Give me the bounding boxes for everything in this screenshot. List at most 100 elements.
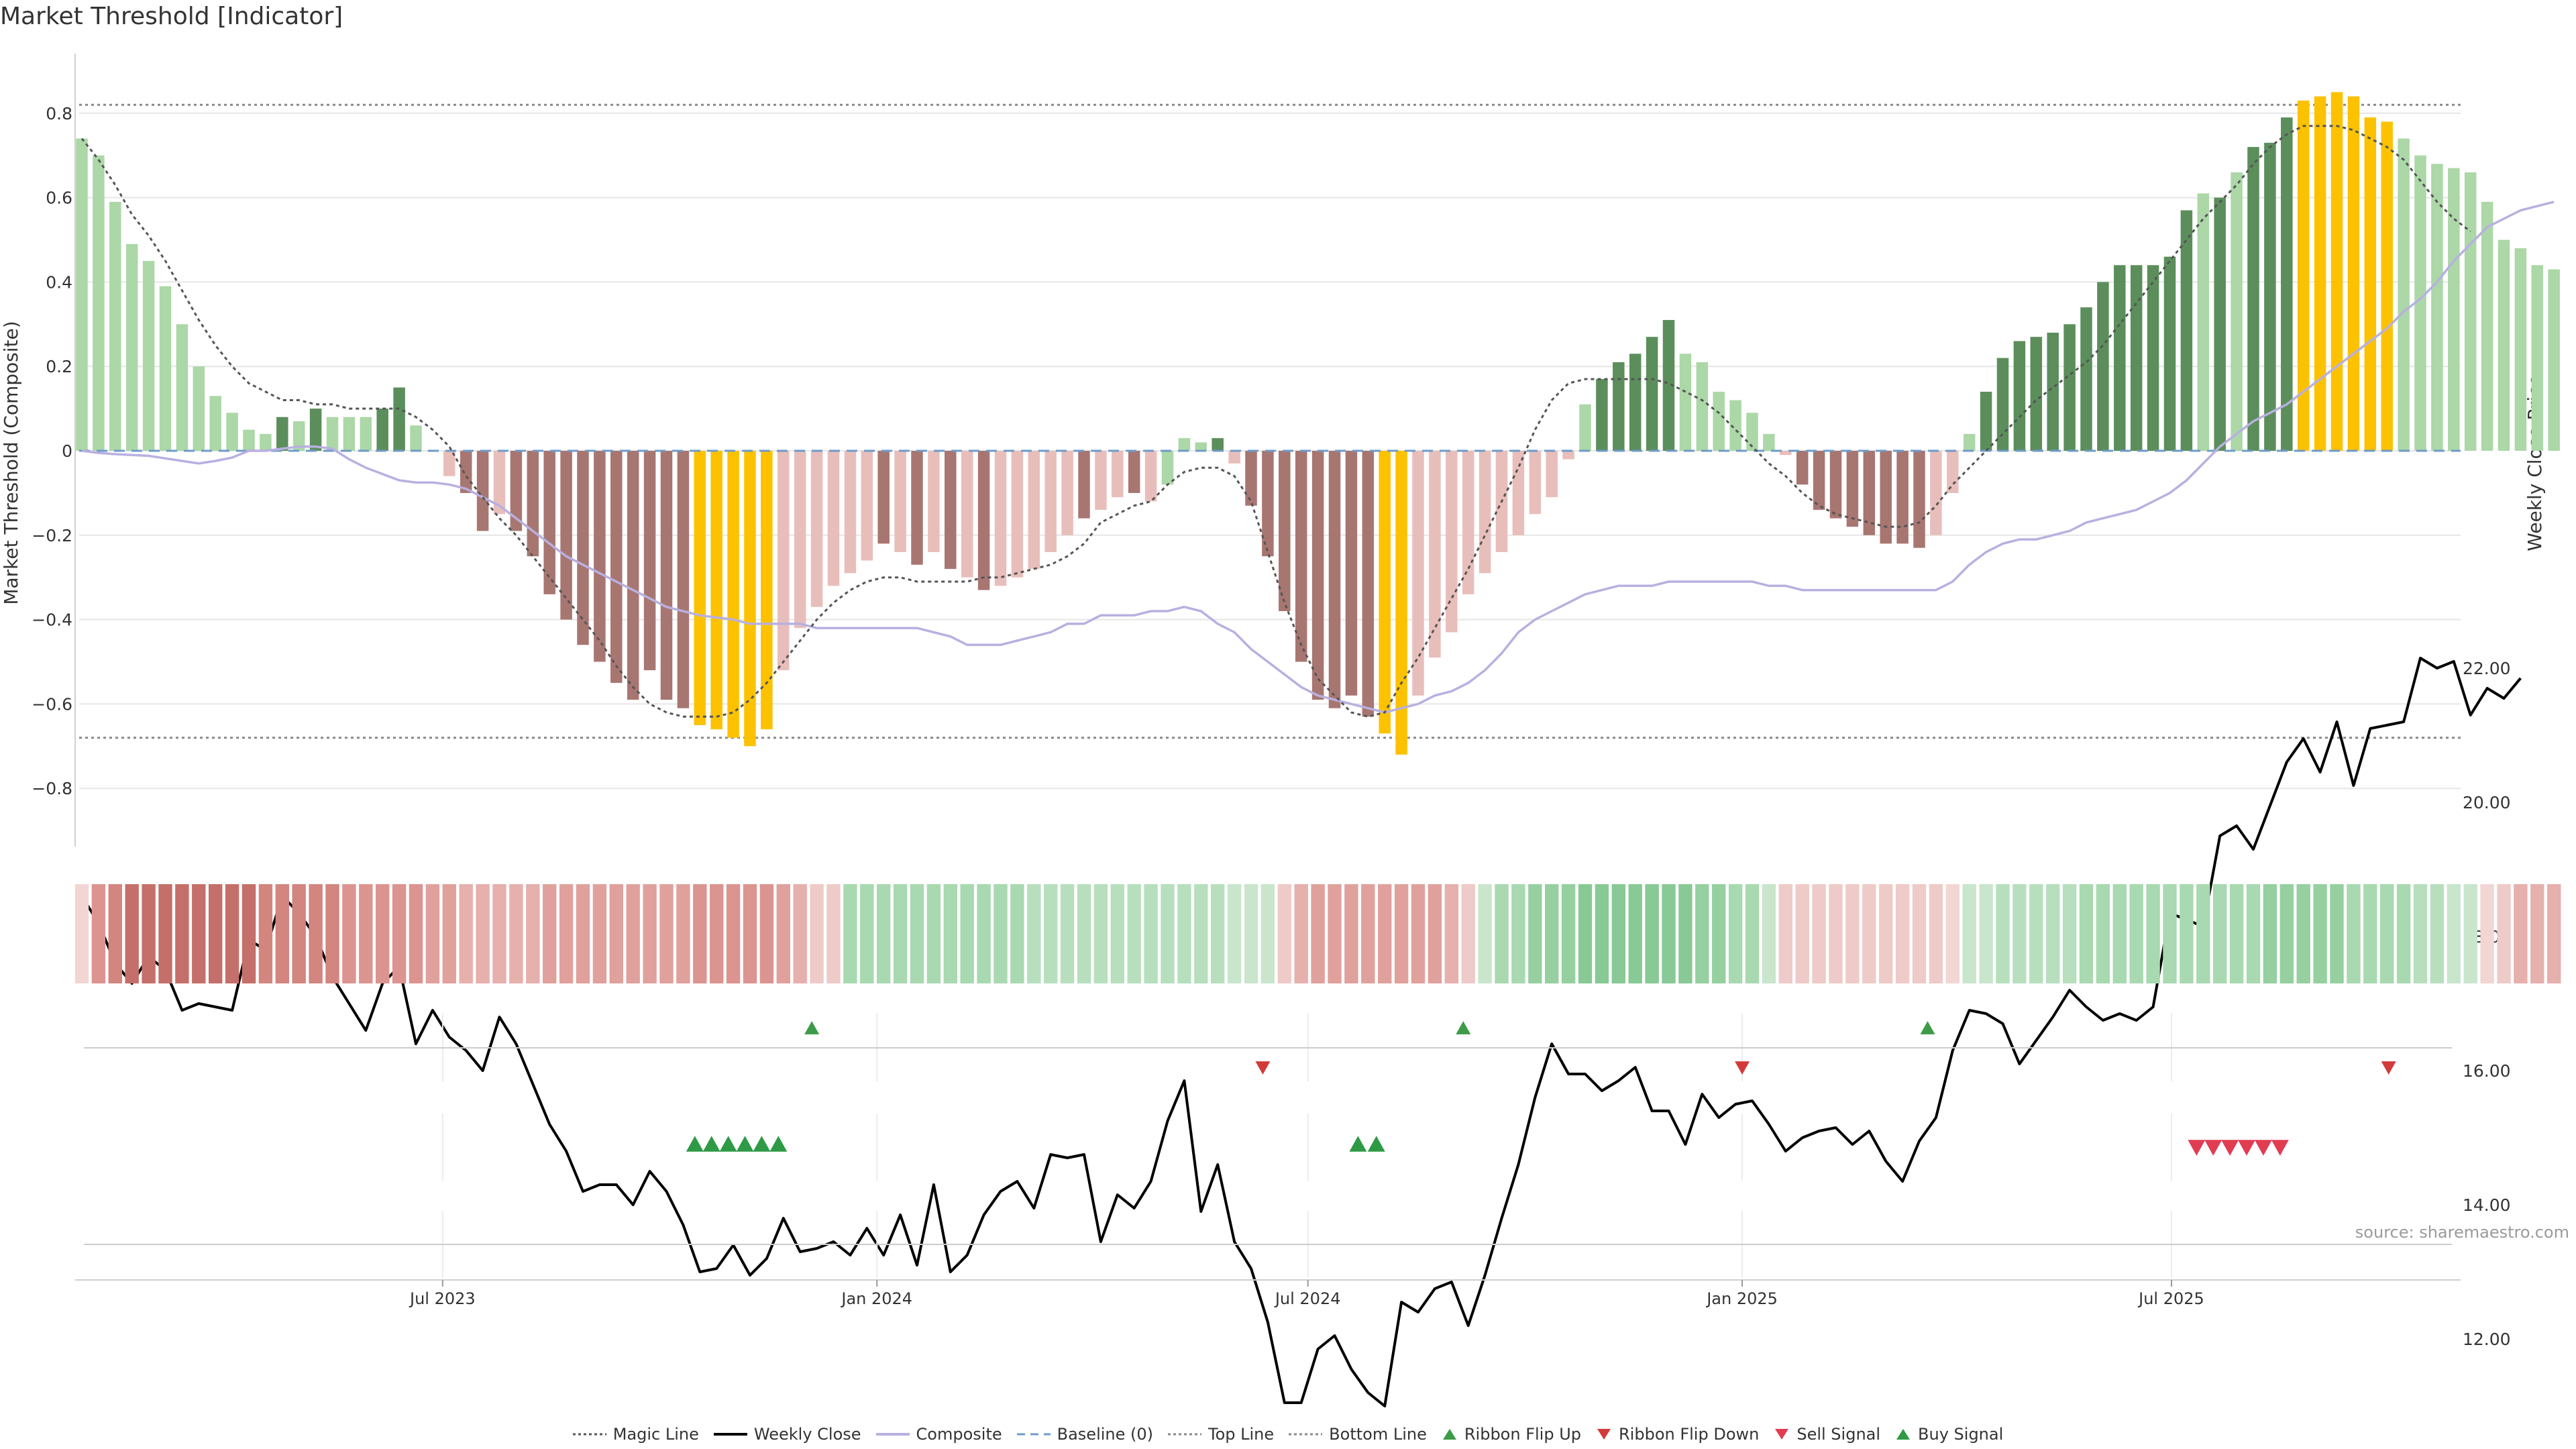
composite-bar — [1896, 451, 1909, 544]
composite-bar — [2097, 282, 2109, 451]
x-tick-label: Jul 2025 — [2137, 1289, 2204, 1308]
composite-bar — [2431, 164, 2443, 451]
chart-title: Market Threshold [Indicator] — [0, 3, 343, 30]
weekly-close-line — [80, 657, 2522, 1407]
composite-bar — [125, 244, 138, 451]
ribbon-segment — [1645, 884, 1659, 983]
composite-bar — [2047, 332, 2059, 451]
composite-bar — [928, 451, 940, 552]
ribbon-segment — [2313, 884, 2327, 983]
composite-bar — [1078, 451, 1090, 519]
signal-panel — [441, 1114, 2289, 1181]
composite-bar — [1729, 400, 1741, 451]
ribbon-segment — [1778, 884, 1793, 983]
ribbon-segment — [2112, 884, 2127, 983]
ribbon-segment — [542, 884, 557, 983]
composite-bar — [2330, 92, 2343, 451]
legend: Magic Line Weekly Close Composite Baseline … — [0, 1425, 2576, 1444]
ribbon-segment — [2180, 884, 2194, 983]
ribbon-segment — [1728, 884, 1743, 983]
composite-bar — [677, 451, 690, 708]
y-tick-label: −0.8 — [32, 779, 72, 798]
composite-bar — [1311, 451, 1324, 700]
sell-signal-icon — [2221, 1140, 2239, 1156]
composite-bar — [1780, 451, 1792, 455]
ribbon-segment — [158, 884, 172, 983]
composite-bar — [844, 451, 857, 574]
sell-signal-icon — [2238, 1140, 2256, 1156]
ribbon-segment — [743, 884, 757, 983]
ribbon-segment — [1444, 884, 1459, 983]
composite-bar — [610, 451, 623, 683]
composite-bar — [2514, 248, 2527, 451]
composite-bar — [1479, 451, 1491, 574]
buy-signal-icon — [1367, 1136, 1385, 1152]
ribbon-segment — [375, 884, 390, 983]
triangle-up-icon — [1442, 1429, 1456, 1440]
composite-bar — [1512, 451, 1525, 535]
composite-bar — [2013, 341, 2026, 451]
ribbon-segment — [1595, 884, 1609, 983]
composite-bar — [276, 417, 288, 451]
composite-bar — [744, 451, 756, 747]
composite-bar — [93, 155, 105, 451]
legend-label: Ribbon Flip Down — [1619, 1425, 1760, 1444]
ribbon-segment — [709, 884, 724, 983]
legend-swatch — [572, 1433, 606, 1436]
composite-bar — [2080, 307, 2092, 451]
ribbon-segment — [1845, 884, 1860, 983]
legend-item: Composite — [875, 1425, 1002, 1444]
composite-bar — [1529, 451, 1542, 515]
ribbon-segment — [1829, 884, 1843, 983]
ribbon-segment — [275, 884, 290, 983]
ribbon-segment — [943, 884, 958, 983]
composite-bar — [1696, 362, 1709, 451]
ribbon-segment — [1962, 884, 1976, 983]
legend-label: Buy Signal — [1918, 1425, 2004, 1444]
ribbon-segment — [1628, 884, 1642, 983]
legend-swatch — [875, 1433, 910, 1436]
composite-bar — [1044, 451, 1057, 552]
legend-swatch — [713, 1433, 747, 1436]
composite-bar — [1429, 451, 1441, 658]
ribbon-segment — [876, 884, 891, 983]
composite-bar — [2264, 142, 2276, 451]
sell-signal-icon — [2188, 1140, 2206, 1156]
ribbon-segment — [2279, 884, 2294, 983]
ribbon-flip-up-icon — [1456, 1021, 1471, 1034]
ribbon-segment — [91, 884, 106, 983]
triangle-down-icon — [1775, 1429, 1789, 1440]
sell-signal-icon — [2271, 1140, 2289, 1156]
ribbon-segment — [142, 884, 156, 983]
composite-bar — [1596, 379, 1608, 451]
legend-item: Ribbon Flip Up — [1442, 1425, 1581, 1444]
composite-bar — [945, 451, 957, 570]
ribbon-segment — [342, 884, 356, 983]
composite-bar — [243, 429, 255, 451]
composite-bar — [226, 413, 238, 451]
ribbon-segment — [125, 884, 139, 983]
composite-bar — [1412, 451, 1424, 696]
ribbon-segment — [2546, 884, 2561, 983]
ribbon-segment — [241, 884, 256, 983]
ribbon-segment — [1411, 884, 1426, 983]
ribbon-segment — [2447, 884, 2461, 983]
ribbon-segment — [1277, 884, 1292, 983]
composite-bar — [2381, 121, 2393, 451]
ribbon-segment — [1795, 884, 1809, 983]
ribbon-segment — [826, 884, 841, 983]
ribbon-segment — [1428, 884, 1442, 983]
ribbon-segment — [2413, 884, 2428, 983]
ribbon-segment — [2062, 884, 2077, 983]
ribbon-segment — [1093, 884, 1108, 983]
composite-bar — [2414, 155, 2426, 451]
composite-bar — [2231, 172, 2243, 451]
composite-bar — [2214, 197, 2226, 451]
composite-bar — [1713, 391, 1725, 451]
composite-bar — [1813, 451, 1825, 511]
composite-bar — [76, 138, 88, 451]
composite-bar — [777, 451, 790, 671]
legend-label: Composite — [916, 1425, 1002, 1444]
ribbon-segment — [74, 884, 89, 983]
